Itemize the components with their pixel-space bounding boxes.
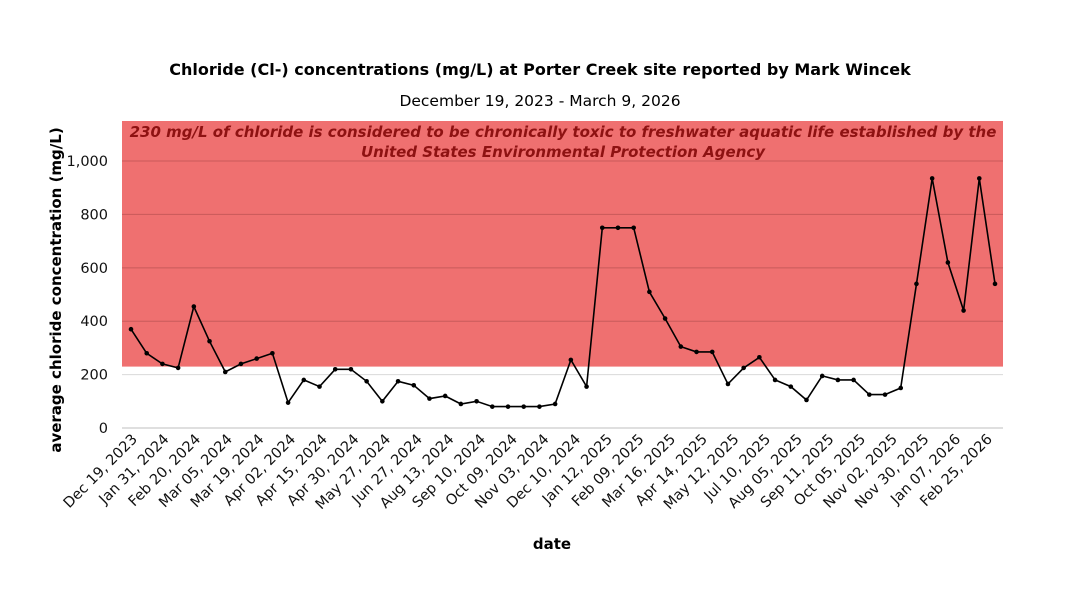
data-point: [647, 289, 652, 295]
data-point: [521, 404, 527, 409]
data-point: [222, 369, 228, 375]
data-point: [772, 377, 778, 383]
data-point: [976, 176, 982, 181]
data-point: [882, 392, 888, 397]
data-point: [128, 326, 134, 332]
y-axis-title: average chloride concentration (mg/L): [47, 127, 65, 452]
data-point: [945, 260, 951, 265]
data-point: [961, 308, 966, 313]
data-point: [442, 393, 448, 399]
data-point: [631, 225, 636, 231]
data-point: [317, 384, 322, 389]
gridlines: [122, 160, 1003, 376]
data-point: [207, 338, 212, 344]
toxic-threshold-band: [122, 121, 1003, 367]
x-axis-title: date: [533, 535, 571, 553]
data-point: [411, 382, 417, 388]
data-point: [254, 356, 259, 361]
data-point: [191, 304, 197, 309]
data-point: [867, 392, 872, 397]
data-point: [332, 366, 338, 372]
data-point: [835, 377, 841, 383]
data-point: [709, 349, 715, 355]
y-tick-label: 1,000: [66, 154, 108, 170]
threshold-note-line-1: 230 mg/L of chloride is considered to be…: [130, 123, 997, 141]
data-point: [615, 225, 621, 231]
threshold-note-line-2: United States Environmental Protection A…: [361, 143, 766, 161]
data-point: [898, 385, 904, 391]
data-point: [599, 225, 605, 231]
data-point: [584, 384, 589, 389]
data-point: [914, 281, 919, 287]
data-point: [757, 354, 762, 360]
data-point: [301, 377, 307, 383]
y-tick-label: 800: [80, 207, 108, 223]
data-point: [678, 344, 684, 349]
data-point: [929, 176, 935, 181]
data-point: [175, 365, 181, 371]
y-tick-label: 200: [80, 368, 108, 384]
data-point: [395, 378, 401, 384]
data-point: [851, 377, 856, 383]
data-point: [568, 357, 574, 363]
data-point: [788, 384, 794, 389]
series-line: [130, 178, 996, 408]
y-tick-label: 600: [80, 261, 108, 277]
chart-subtitle: December 19, 2023 - March 9, 2026: [399, 92, 681, 110]
data-point: [427, 396, 432, 401]
y-tick-labels: 0 200 400 600 800 1,000: [66, 154, 108, 437]
data-point: [270, 350, 275, 356]
data-point: [804, 397, 809, 403]
data-point: [348, 366, 354, 372]
data-point: [819, 373, 825, 379]
data-point: [725, 381, 731, 387]
data-point: [694, 349, 699, 355]
data-point: [458, 401, 464, 407]
data-point: [238, 361, 244, 367]
data-point: [992, 281, 998, 287]
data-point: [364, 378, 369, 384]
data-point: [474, 399, 479, 404]
data-point: [662, 316, 668, 321]
data-point: [741, 365, 746, 371]
data-points: [128, 176, 998, 409]
data-point: [160, 361, 165, 367]
chart-title: Chloride (Cl-) concentrations (mg/L) at …: [169, 60, 911, 79]
data-point: [490, 404, 495, 409]
data-point: [552, 401, 558, 407]
data-point: [380, 399, 385, 404]
data-point: [285, 400, 291, 405]
y-tick-label: 400: [80, 314, 108, 330]
data-point: [537, 404, 542, 409]
y-tick-label: 0: [99, 421, 108, 437]
data-point: [505, 404, 511, 409]
data-point: [144, 350, 150, 356]
